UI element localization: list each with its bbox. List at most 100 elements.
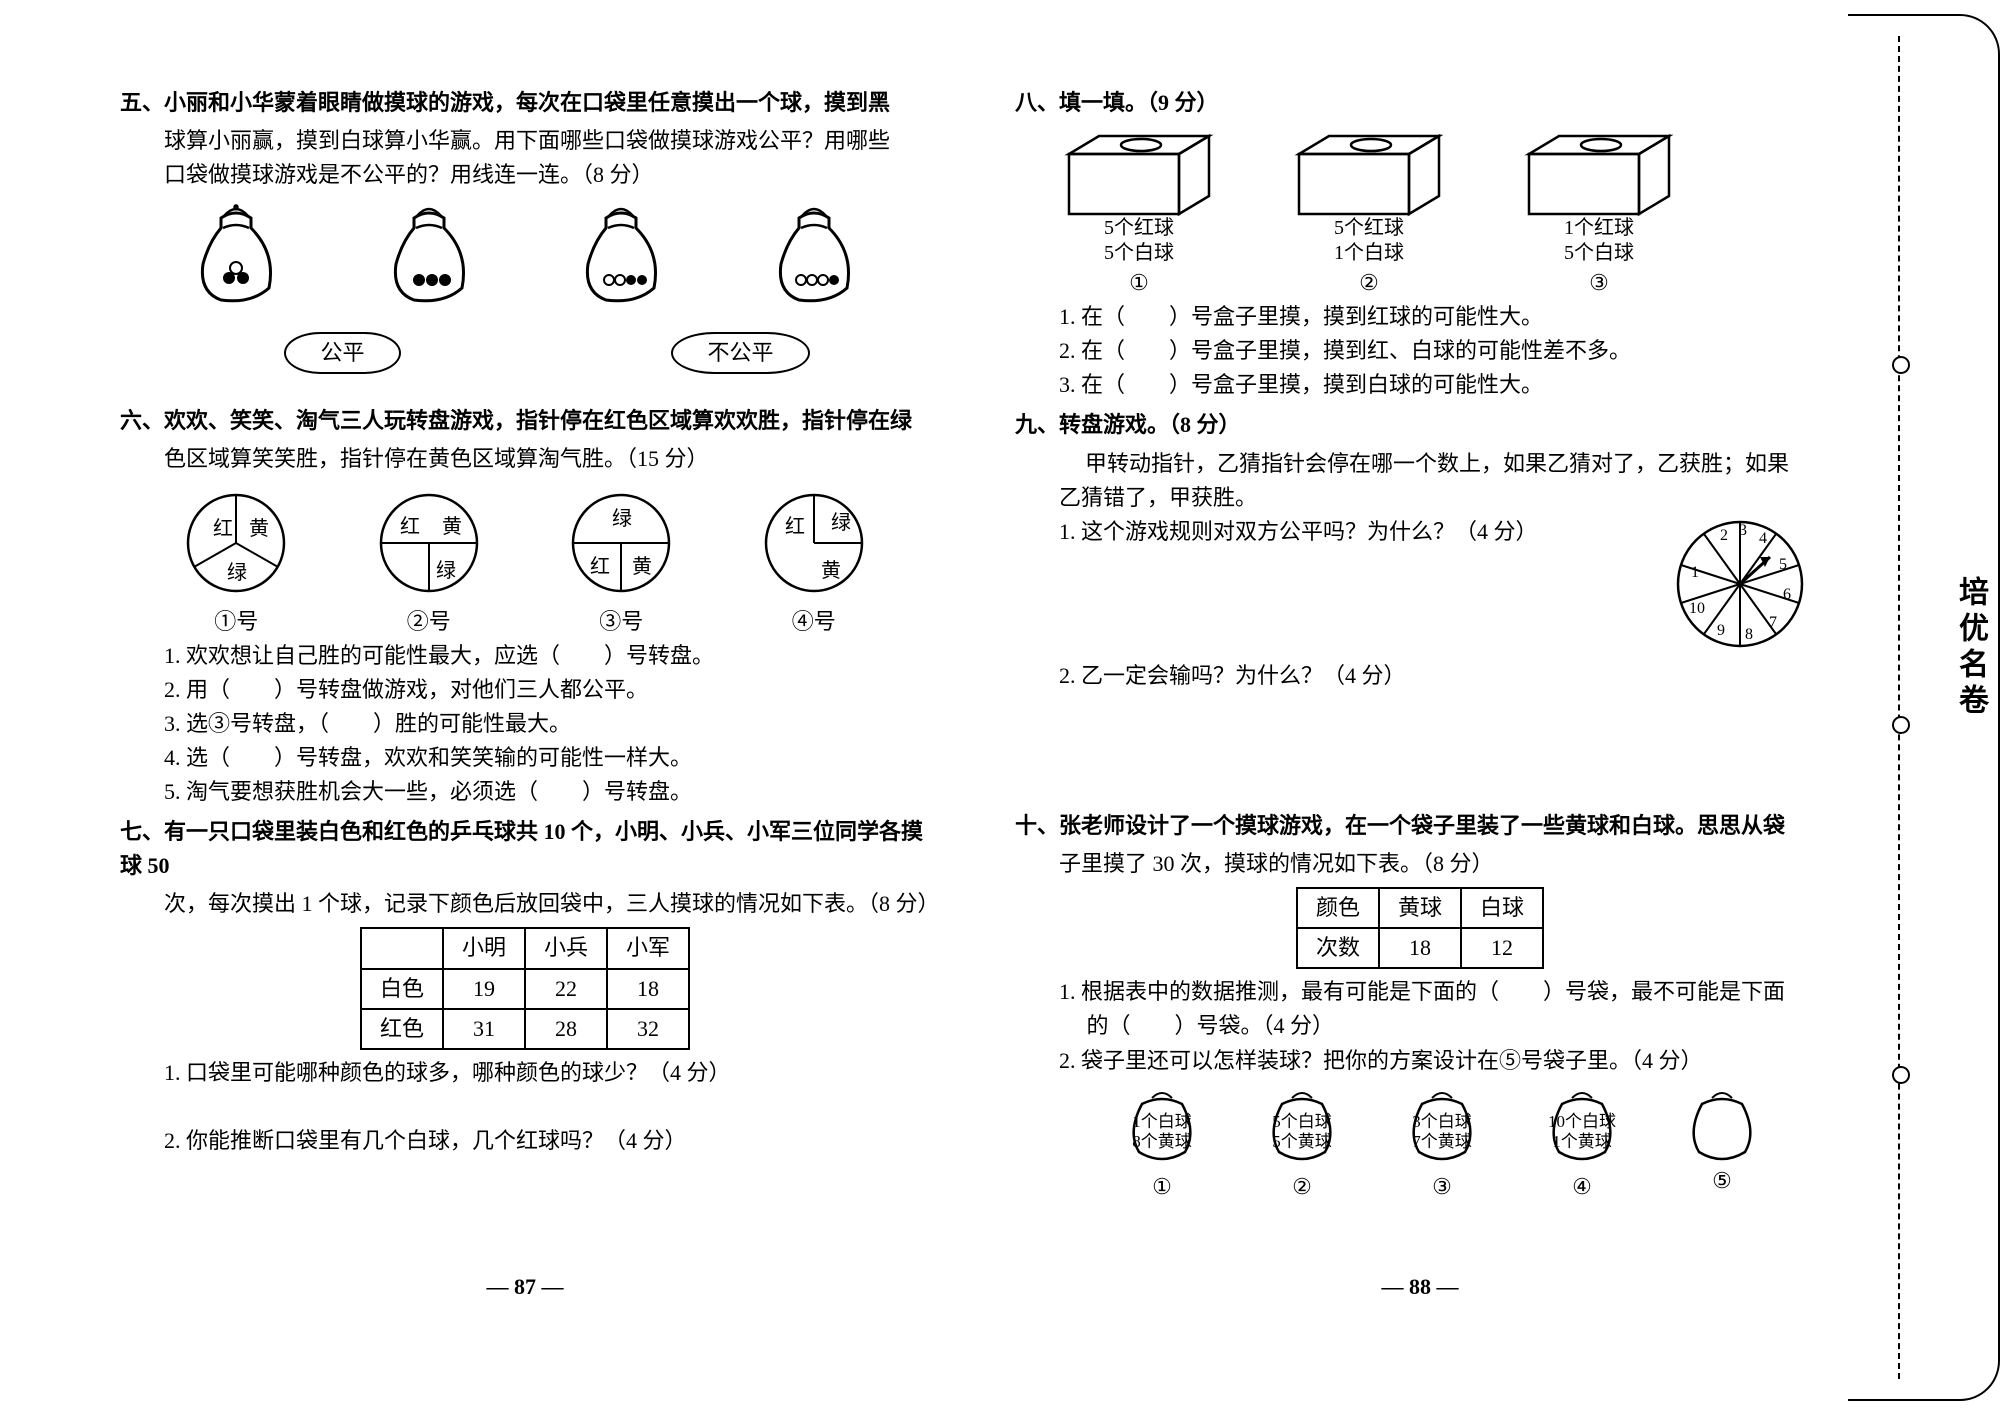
wheel-label-2: ②号 bbox=[364, 605, 494, 639]
bead-icon bbox=[1892, 1066, 1910, 1084]
q8-item-3: 3. 在（ ）号盒子里摸，摸到白球的可能性大。 bbox=[1059, 368, 1825, 402]
wheel-label-4: ④号 bbox=[749, 605, 879, 639]
box3-l2: 5个白球 bbox=[1519, 241, 1679, 266]
q10-item-1b: 的（ ）号袋。（4 分） bbox=[1059, 1009, 1825, 1043]
q10-item-1: 1. 根据表中的数据推测，最有可能是下面的（ ）号袋，最不可能是下面 bbox=[1059, 975, 1825, 1009]
number-spinner-icon: 234 567 8910 1 bbox=[1665, 509, 1815, 659]
q6-item-2: 2. 用（ ）号转盘做游戏，对他们三人都公平。 bbox=[164, 673, 930, 707]
bag-num-3: ③ bbox=[1387, 1170, 1497, 1204]
q6-title: 六、欢欢、笑笑、淘气三人玩转盘游戏，指针停在红色区域算欢欢胜，指针停在绿 bbox=[120, 404, 930, 438]
bead-icon bbox=[1892, 716, 1910, 734]
box2-l1: 5个红球 bbox=[1289, 216, 1449, 241]
bead-icon bbox=[1892, 356, 1910, 374]
bag-num-4: ④ bbox=[1527, 1170, 1637, 1204]
svg-text:2: 2 bbox=[1720, 527, 1728, 544]
wheel-icon: 红绿黄 bbox=[749, 483, 879, 603]
table-header: 黄球 bbox=[1379, 888, 1461, 928]
svg-text:红: 红 bbox=[213, 517, 233, 540]
q6-item-1: 1. 欢欢想让自己胜的可能性最大，应选（ ）号转盘。 bbox=[164, 639, 930, 673]
table-row: 白色 19 22 18 bbox=[361, 969, 689, 1009]
svg-text:黄: 黄 bbox=[442, 515, 462, 538]
svg-text:黄: 黄 bbox=[821, 559, 841, 582]
q7-item-2: 2. 你能推断口袋里有几个白球，几个红球吗？（4 分） bbox=[164, 1124, 930, 1158]
svg-text:6: 6 bbox=[1783, 586, 1791, 603]
table-header: 小兵 bbox=[525, 928, 607, 968]
fair-label: 公平 bbox=[284, 332, 400, 374]
q9-desc1: 甲转动指针，乙猜指针会停在哪一个数上，如果乙猜对了，乙获胜；如果 bbox=[1085, 447, 1825, 481]
table-header: 颜色 bbox=[1297, 888, 1379, 928]
page-number-right: — 88 — bbox=[1015, 1270, 1825, 1304]
svg-text:绿: 绿 bbox=[612, 507, 632, 530]
svg-text:红: 红 bbox=[590, 555, 610, 578]
box3-num: ③ bbox=[1519, 266, 1679, 300]
q7-table: 小明 小兵 小军 白色 19 22 18 红色 31 28 32 bbox=[360, 927, 690, 1049]
q9-item-2: 2. 乙一定会输吗？为什么？（4 分） bbox=[1059, 659, 1825, 693]
q5-bags-row bbox=[140, 198, 910, 308]
q6-item-4: 4. 选（ ）号转盘，欢欢和笑笑输的可能性一样大。 bbox=[164, 741, 930, 775]
wheel-icon: 红黄绿 bbox=[171, 483, 301, 603]
svg-text:3: 3 bbox=[1739, 522, 1747, 539]
wheel-label-1: ①号 bbox=[171, 605, 301, 639]
binding-graphic: 培优名卷 bbox=[1848, 14, 2000, 1401]
q6-line2: 色区域算笑笑胜，指针停在黄色区域算淘气胜。（15 分） bbox=[164, 442, 930, 476]
svg-text:黄: 黄 bbox=[632, 555, 652, 578]
unfair-label: 不公平 bbox=[671, 332, 809, 374]
bag-icon bbox=[759, 198, 869, 308]
svg-text:绿: 绿 bbox=[831, 511, 851, 534]
q7-title: 七、有一只口袋里装白色和红色的乒乓球共 10 个，小明、小兵、小军三位同学各摸球… bbox=[120, 815, 930, 883]
bag-num-5: ⑤ bbox=[1667, 1164, 1777, 1198]
svg-text:红: 红 bbox=[400, 515, 420, 538]
q10-line2: 子里摸了 30 次，摸球的情况如下表。（8 分） bbox=[1059, 847, 1825, 881]
wheel-icon: 绿红黄 bbox=[556, 483, 686, 603]
box-icon bbox=[1059, 124, 1219, 224]
svg-text:黄: 黄 bbox=[249, 517, 269, 540]
bag-num-1: ① bbox=[1107, 1170, 1217, 1204]
table-row: 红色 31 28 32 bbox=[361, 1009, 689, 1049]
svg-text:8: 8 bbox=[1745, 626, 1753, 643]
q8-boxes: 5个红球 5个白球 ① 5个红球 1个白球 ② bbox=[1059, 124, 1825, 300]
box1-l1: 5个红球 bbox=[1059, 216, 1219, 241]
svg-text:5: 5 bbox=[1779, 556, 1787, 573]
q8-title: 八、填一填。（9 分） bbox=[1015, 86, 1825, 120]
svg-text:4: 4 bbox=[1759, 530, 1767, 547]
q5-answer-ovals: 公平 不公平 bbox=[164, 332, 930, 374]
q6-wheels: 红黄绿 ①号 红黄绿 ②号 绿红黄 bbox=[140, 483, 910, 639]
q10-item-2: 2. 袋子里还可以怎样装球？把你的方案设计在⑤号袋子里。（4 分） bbox=[1059, 1044, 1825, 1078]
box2-num: ② bbox=[1289, 266, 1449, 300]
svg-text:1: 1 bbox=[1691, 564, 1699, 581]
q7-item-1: 1. 口袋里可能哪种颜色的球多，哪种颜色的球少？（4 分） bbox=[164, 1056, 930, 1090]
q7-line2: 次，每次摸出 1 个球，记录下颜色后放回袋中，三人摸球的情况如下表。（8 分） bbox=[164, 887, 930, 921]
bag-icon bbox=[566, 198, 676, 308]
wheel-label-3: ③号 bbox=[556, 605, 686, 639]
svg-text:绿: 绿 bbox=[227, 561, 247, 584]
table-header bbox=[361, 928, 443, 968]
box-icon bbox=[1519, 124, 1679, 224]
q10-title: 十、张老师设计了一个摸球游戏，在一个袋子里装了一些黄球和白球。思思从袋 bbox=[1015, 809, 1825, 843]
table-row: 次数 18 12 bbox=[1297, 928, 1543, 968]
box2-l2: 1个白球 bbox=[1289, 241, 1449, 266]
q10-bag-options: 1个白球 8个黄球 ① 5个白球 5个黄球 ② bbox=[1059, 1086, 1825, 1205]
q6-item-3: 3. 选③号转盘，（ ）胜的可能性最大。 bbox=[164, 707, 930, 741]
q9-title: 九、转盘游戏。（8 分） bbox=[1015, 408, 1825, 442]
table-header: 小明 bbox=[443, 928, 525, 968]
cut-line bbox=[1898, 36, 1900, 1379]
q5-line3: 口袋做摸球游戏是不公平的？用线连一连。（8 分） bbox=[164, 158, 930, 192]
wheel-icon: 红黄绿 bbox=[364, 483, 494, 603]
q6-item-5: 5. 淘气要想获胜机会大一些，必须选（ ）号转盘。 bbox=[164, 775, 930, 809]
q10-table: 颜色 黄球 白球 次数 18 12 bbox=[1296, 887, 1544, 969]
q8-item-1: 1. 在（ ）号盒子里摸，摸到红球的可能性大。 bbox=[1059, 300, 1825, 334]
box1-l2: 5个白球 bbox=[1059, 241, 1219, 266]
box-icon bbox=[1289, 124, 1449, 224]
page-number-left: — 87 — bbox=[120, 1270, 930, 1304]
svg-text:9: 9 bbox=[1717, 622, 1725, 639]
page-87: 五、小丽和小华蒙着眼睛做摸球的游戏，每次在口袋里任意摸出一个球，摸到黑 球算小丽… bbox=[120, 80, 930, 1310]
brand-vertical-text: 培优名卷 bbox=[1948, 576, 1992, 720]
box3-l1: 1个红球 bbox=[1519, 216, 1679, 241]
bag-icon bbox=[181, 198, 291, 308]
page-88: 八、填一填。（9 分） 5个红球 5个白球 ① bbox=[1015, 80, 1825, 1310]
worksheet-spread: 五、小丽和小华蒙着眼睛做摸球的游戏，每次在口袋里任意摸出一个球，摸到黑 球算小丽… bbox=[0, 0, 2000, 1415]
bag-num-2: ② bbox=[1247, 1170, 1357, 1204]
svg-text:10: 10 bbox=[1689, 600, 1705, 617]
svg-text:绿: 绿 bbox=[436, 559, 456, 582]
bag-icon bbox=[374, 198, 484, 308]
